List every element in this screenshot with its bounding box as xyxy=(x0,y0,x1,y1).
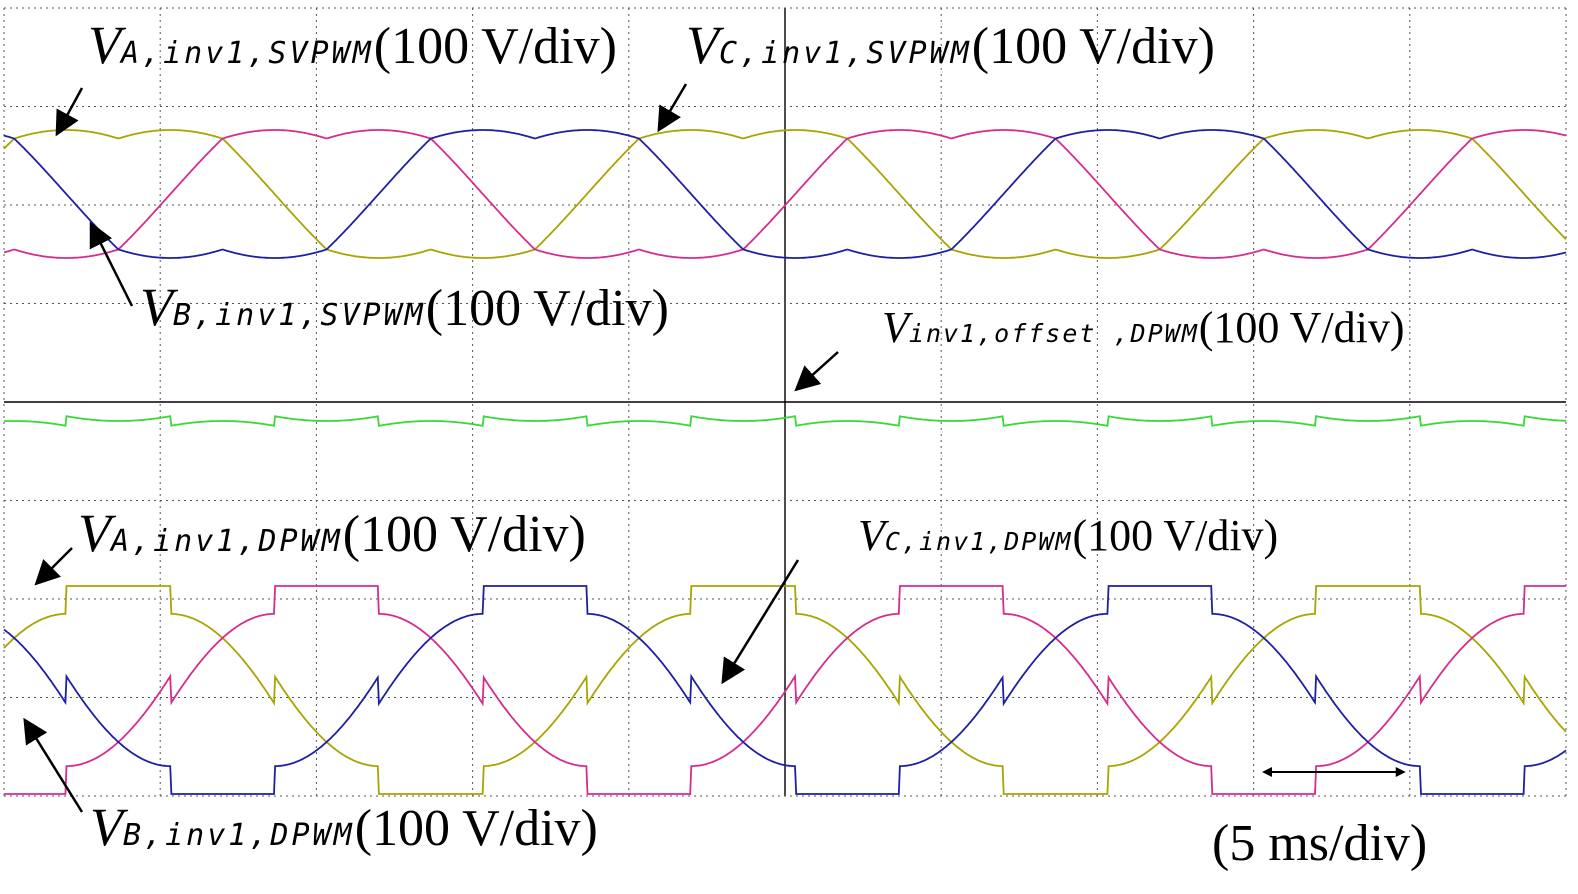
trace-vb_svpwm xyxy=(3,129,1567,259)
trace-va_dpwm xyxy=(3,585,1567,795)
timescale-arrowhead-left xyxy=(1262,767,1272,777)
arrow-va-dpwm xyxy=(34,547,73,586)
arrow-vb-dpwm xyxy=(23,717,84,813)
label-vb-dpwm: VB,inv1,DPWM(100 V/div) xyxy=(90,797,598,857)
trace-voffset xyxy=(4,415,1566,427)
arrow-vc-svpwm xyxy=(657,83,688,133)
label-voffset: Vinv1,offset ,DPWM(100 V/div) xyxy=(882,303,1405,352)
traces xyxy=(3,129,1567,795)
trace-va_svpwm xyxy=(3,129,1567,259)
label-vc-dpwm: VC,inv1,DPWM(100 V/div) xyxy=(858,511,1279,560)
trace-vc_svpwm xyxy=(3,129,1567,259)
label-va-svpwm: VA,inv1,SVPWM(100 V/div) xyxy=(88,15,617,75)
label-vc-svpwm: VC,inv1,SVPWM(100 V/div) xyxy=(686,15,1215,75)
label-vb-svpwm: VB,inv1,SVPWM(100 V/div) xyxy=(140,277,669,337)
trace-vc_dpwm xyxy=(3,585,1567,795)
arrow-vc-dpwm xyxy=(721,559,800,685)
timescale-arrowhead-right xyxy=(1395,767,1406,777)
label-timescale: (5 ms/div) xyxy=(1212,815,1428,872)
trace-vb_dpwm xyxy=(4,585,1566,795)
label-va-dpwm: VA,inv1,DPWM(100 V/div) xyxy=(78,503,586,563)
arrow-voffset xyxy=(794,351,839,392)
arrow-vb-svpwm xyxy=(89,221,134,307)
arrow-va-svpwm xyxy=(55,87,84,137)
annotation-arrows xyxy=(23,83,1406,813)
